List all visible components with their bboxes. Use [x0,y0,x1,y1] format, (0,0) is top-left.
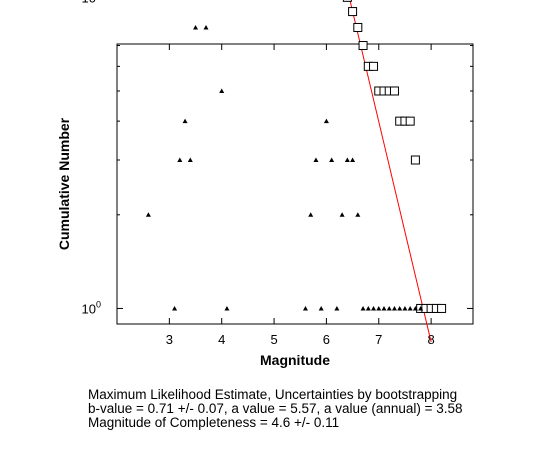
triangle-point [344,157,350,163]
fit-line-layer [349,0,432,343]
x-tick-label: 6 [323,332,330,347]
x-tick-label: 5 [270,332,277,347]
y-tick-labels: 100101102 [82,0,101,316]
triangle-point [386,305,392,311]
triangle-point [402,305,408,311]
tick-marks [117,44,473,324]
x-tick-label: 8 [428,332,435,347]
triangle-point [308,212,314,217]
triangle-point [418,305,424,311]
triangle-point [145,212,151,217]
cumulative-series [342,0,447,313]
triangle-point [203,24,209,30]
square-point [437,303,447,313]
triangle-point [193,24,199,30]
triangle-point [350,157,356,163]
y-tick-label: 101 [82,0,101,5]
triangle-point [376,305,382,311]
triangle-point [182,118,188,124]
triangle-point [323,118,329,124]
triangle-point [381,305,387,311]
noncumulative-series [145,24,424,311]
triangle-point [313,157,319,163]
x-tick-label: 4 [218,332,225,347]
caption: Maximum Likelihood Estimate, Uncertainti… [88,388,538,430]
x-tick-labels: 3 4 5 6 7 8 [166,332,435,347]
triangle-point [224,305,230,311]
triangle-point [334,305,340,311]
triangle-point [412,305,418,311]
square-point [405,116,415,126]
triangle-point [360,305,366,311]
square-point [348,7,358,17]
triangle-point [397,305,403,311]
square-point [342,0,352,2]
fit-line [349,0,432,343]
triangle-point [371,305,377,311]
square-point [369,61,379,71]
caption-line-3: Magnitude of Completeness = 4.6 +/- 0.11 [88,415,340,430]
triangle-point [177,157,183,163]
triangle-point [365,305,371,311]
caption-line-1: Maximum Likelihood Estimate, Uncertainti… [88,387,458,402]
triangle-point [391,305,397,311]
square-point [410,155,420,165]
caption-line-2: b-value = 0.71 +/- 0.07, a value = 5.57,… [88,401,463,416]
x-tick-label: 3 [166,332,173,347]
square-point [389,86,399,96]
triangle-point [407,305,413,311]
square-point [353,22,363,32]
triangle-point [355,212,361,217]
triangle-point [329,157,335,163]
triangle-point [219,88,225,93]
y-axis-title: Cumulative Number [56,117,72,250]
triangle-point [187,157,193,163]
x-axis-title: Magnitude [260,352,330,368]
square-point [358,41,368,51]
triangle-point [339,212,345,217]
x-tick-label: 7 [375,332,382,347]
triangle-point [302,305,308,311]
plot-frame [116,43,474,325]
triangle-point [172,305,178,311]
y-tick-label: 100 [82,299,101,316]
triangle-point [318,305,324,311]
